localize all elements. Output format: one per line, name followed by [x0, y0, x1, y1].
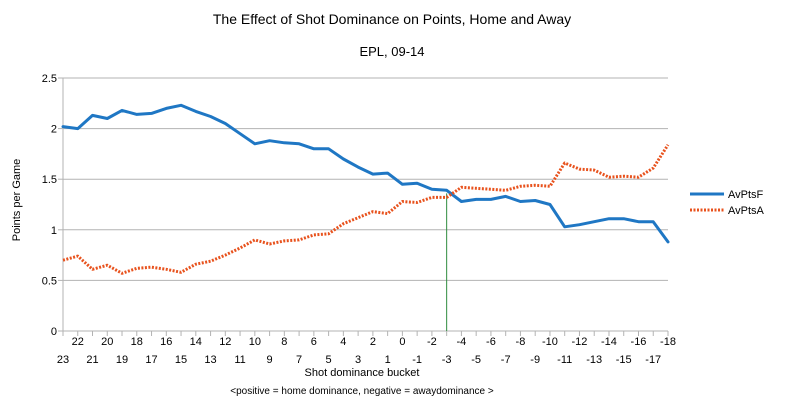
x-tick-label: -12 [572, 336, 588, 348]
series-line-AvPtsF [61, 103, 670, 244]
x-tick-label: -10 [542, 336, 558, 348]
legend-label-AvPtsA: AvPtsA [728, 205, 765, 217]
x-tick-label: -13 [586, 354, 602, 366]
x-tick-label: 14 [190, 336, 202, 348]
x-tick-label: -2 [427, 336, 437, 348]
y-tick-label: 0 [51, 326, 57, 338]
x-tick-label: 22 [72, 336, 84, 348]
x-tick-label: 5 [326, 354, 332, 366]
chart-subtitle: EPL, 09-14 [359, 44, 424, 59]
x-tick-label: -16 [631, 336, 647, 348]
x-tick-label: -9 [530, 354, 540, 366]
x-tick-label: -3 [442, 354, 452, 366]
x-tick-label: 21 [86, 354, 98, 366]
x-tick-label: 12 [219, 336, 231, 348]
plot-series [61, 103, 670, 331]
x-tick-label: 8 [281, 336, 287, 348]
y-tick-label: 1.5 [42, 174, 57, 186]
x-axis-ticks: 23222120191817161514131211109876543210-1… [57, 331, 676, 366]
x-tick-label: 7 [296, 354, 302, 366]
x-tick-label: 0 [399, 336, 405, 348]
y-tick-label: 1 [51, 225, 57, 237]
x-tick-label: -15 [616, 354, 632, 366]
x-tick-label: -6 [486, 336, 496, 348]
x-tick-label: 2 [370, 336, 376, 348]
x-tick-label: -17 [645, 354, 661, 366]
x-tick-label: 10 [249, 336, 261, 348]
x-tick-label: -7 [501, 354, 511, 366]
x-tick-label: 11 [234, 354, 245, 366]
x-tick-label: 13 [204, 354, 216, 366]
x-tick-label: -8 [516, 336, 526, 348]
y-axis-ticks: 0 0.5 1 1.5 2 2.5 [42, 73, 63, 338]
series-line-AvPtsA [62, 143, 670, 275]
x-tick-label: 19 [116, 354, 128, 366]
x-tick-label: 4 [340, 336, 346, 348]
chart-title: The Effect of Shot Dominance on Points, … [213, 11, 571, 27]
x-tick-label: 18 [131, 336, 143, 348]
legend: AvPtsF AvPtsA [690, 189, 765, 217]
y-axis-label: Points per Game [11, 159, 23, 242]
x-tick-label: 17 [145, 354, 157, 366]
y-tick-label: 0.5 [42, 275, 57, 287]
x-tick-label: 9 [267, 354, 273, 366]
x-tick-label: 15 [175, 354, 187, 366]
x-tick-label: -14 [601, 336, 617, 348]
x-tick-label: -5 [471, 354, 481, 366]
x-tick-label: -1 [412, 354, 422, 366]
x-tick-label: 6 [311, 336, 317, 348]
legend-label-AvPtsF: AvPtsF [728, 189, 764, 201]
y-tick-label: 2 [51, 124, 57, 136]
x-tick-label: 23 [57, 354, 69, 366]
y-tick-label: 2.5 [42, 73, 57, 85]
x-tick-label: -18 [660, 336, 676, 348]
x-axis-note: <positive = home dominance, negative = a… [230, 386, 494, 397]
grid-lines [62, 77, 668, 332]
x-tick-label: -11 [557, 354, 572, 366]
x-tick-label: 20 [101, 336, 113, 348]
x-tick-label: -4 [457, 336, 467, 348]
x-tick-label: 3 [355, 354, 361, 366]
x-axis-label: Shot dominance bucket [305, 367, 420, 379]
x-tick-label: 16 [160, 336, 172, 348]
x-tick-label: 1 [385, 354, 391, 366]
